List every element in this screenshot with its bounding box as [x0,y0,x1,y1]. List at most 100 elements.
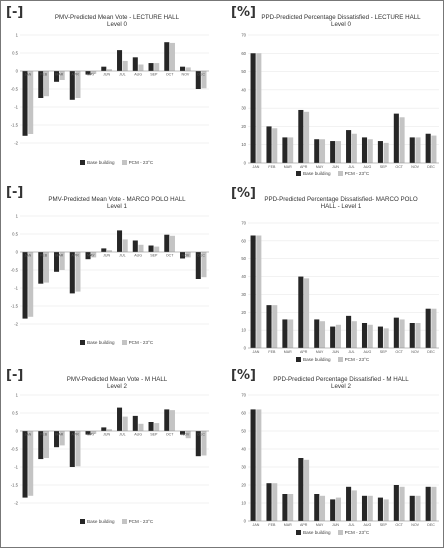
chart-title: PPD-Predicted Percentage Dissatisfied- M… [256,196,426,210]
legend-item: PCM - 23°C [121,160,154,165]
y-tick-label: 10 [241,328,246,333]
y-tick-label: 30 [241,292,246,297]
bar-base-apr [298,276,304,348]
bar-base-may [85,252,91,260]
bar-base-oct [393,113,399,163]
bar-pcm-may [319,495,326,521]
y-tick-label: 60 [241,51,246,56]
x-tick-label: DEC [197,433,205,437]
x-tick-label: SEP [150,433,158,437]
bar-pcm-jul [351,321,357,348]
y-tick-label: -2 [14,501,18,506]
bar-base-jan [250,53,256,163]
bar-base-dec [425,308,431,348]
y-tick-label: -1 [14,105,18,110]
y-tick-label: 0 [244,161,247,166]
bar-base-nov [409,495,415,521]
bar-base-aug [132,240,138,252]
bar-pcm-feb [43,71,49,97]
bar-pcm-feb [272,483,278,521]
unit-label: [-] [6,5,24,20]
bar-pcm-jan [28,71,34,134]
legend-swatch [80,160,85,165]
bar-pcm-feb [272,128,278,163]
bar-base-dec [195,431,201,457]
unit-label: [%] [231,368,256,383]
legend-item: PCM - 23°C [337,357,369,362]
legend: Base building PCM - 23°C [80,160,160,165]
x-tick-label: MAR [55,254,63,258]
bar-pcm-apr [75,431,81,467]
x-tick-label: AUG [134,433,142,437]
plot-area-ppd-l0: 70 60 50 40 30 20 10 0 JAN FEB MAR APR MAY JUN JUL AUG S… [241,33,439,169]
chart-title: PMV-Predicted Mean Vote - MARCO POLO HAL… [42,196,192,210]
y-tick-label: 0.5 [12,411,18,416]
bar-base-nov [180,431,186,435]
bar-base-aug [361,323,368,348]
bar-base-feb [266,126,272,163]
legend-label: Base building [303,530,331,535]
chart-title: PMV-Predicted Mean Vote - M HALL Level 2 [42,376,192,390]
x-tick-label: MAR [284,350,292,354]
bar-pcm-may [319,139,326,163]
x-tick-label: MAY [87,254,95,258]
bar-base-may [85,431,91,435]
x-tick-label: APR [71,254,79,258]
bar-base-nov [409,323,415,348]
x-tick-label: SEP [150,73,158,77]
bar-pcm-dec [201,431,207,456]
y-tick-label: 40 [241,87,246,92]
x-tick-label: MAY [87,433,95,437]
bar-base-jul [117,230,123,252]
legend-item: PCM - 23°C [121,519,153,524]
bar-pcm-oct [399,486,405,521]
bar-base-mar [54,252,60,272]
bar-base-dec [425,486,431,521]
legend-label: Base building [87,160,115,165]
x-tick-label: SEP [150,254,158,258]
y-tick-label: 40 [241,447,246,452]
y-tick-label: 0.5 [12,51,18,56]
legend-swatch [337,530,343,535]
bar-pcm-aug [138,423,144,431]
legend-item: PCM - 23°C [121,340,153,345]
x-tick-label: JUN [332,165,339,169]
y-tick-label: 50 [241,69,246,74]
x-tick-label: AUG [363,523,371,527]
plot-area-ppd-l1: 70 60 50 40 30 20 10 0 JAN FEB MAR APR MAY JUN JUL AUG S… [241,221,439,354]
legend-label: Base building [303,171,331,176]
legend-item: Base building [80,340,115,345]
bar-pcm-nov [415,137,421,163]
bar-base-jul [117,50,123,71]
bar-pcm-apr [304,278,310,348]
bar-base-dec [425,133,431,163]
bar-base-feb [38,71,44,98]
bar-base-jul [346,486,352,521]
x-tick-label: OCT [395,165,403,169]
y-tick-label: -1 [14,286,18,291]
x-tick-label: AUG [363,350,371,354]
bar-pcm-nov [185,67,191,71]
bar-pcm-jul [351,490,357,521]
bar-pcm-jul [122,239,128,252]
legend-item: PCM - 23°C [337,171,369,176]
legend-item: Base building [296,530,331,535]
legend-item: Base building [296,171,331,176]
bar-pcm-jul [122,416,128,431]
y-tick-label: 70 [241,33,246,38]
legend-swatch [296,171,301,176]
x-tick-label: MAR [55,433,63,437]
y-tick-label: 60 [241,238,246,243]
bar-pcm-apr [304,459,310,521]
legend-label: PCM - 23°C [128,160,154,165]
y-tick-label: 1 [16,33,19,38]
y-tick-label: 10 [241,501,246,506]
unit-label: [%] [231,5,256,20]
x-tick-label: FEB [268,165,276,169]
legend: Base building PCM - 23°C [80,519,160,524]
x-tick-label: NOV [411,523,419,527]
x-tick-label: APR [71,73,79,77]
bar-pcm-jan [256,235,262,348]
bar-base-aug [132,57,138,71]
legend: Base building PCM - 23°C [296,530,376,535]
